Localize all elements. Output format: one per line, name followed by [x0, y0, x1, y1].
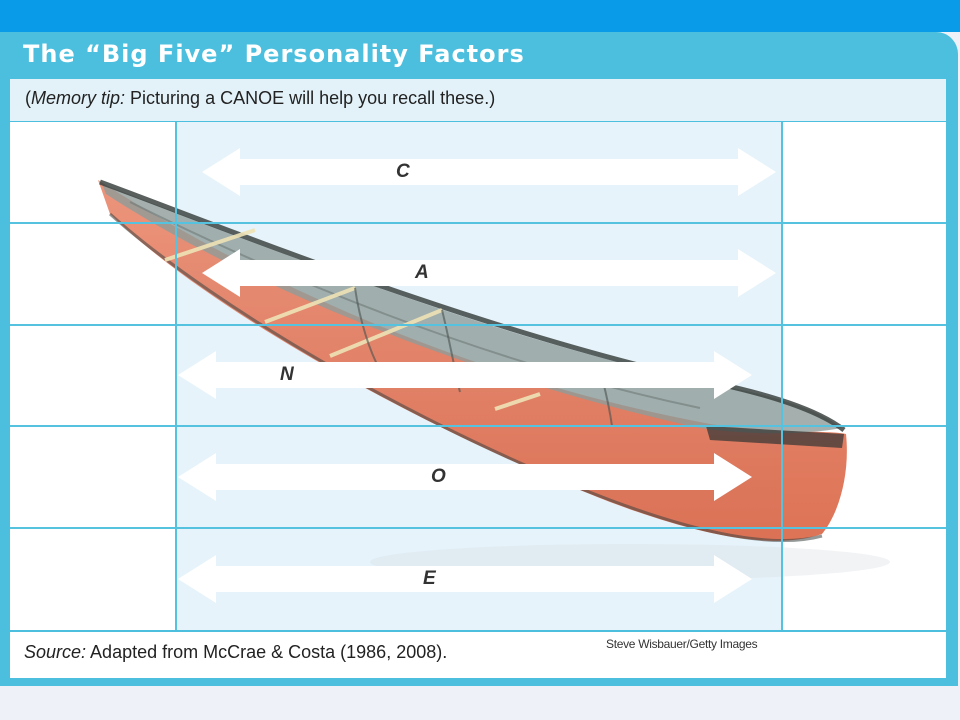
factor-table: C A N O E	[10, 122, 946, 630]
factor-letter: O	[431, 466, 446, 487]
memory-tip-row: (Memory tip: Picturing a CANOE will help…	[10, 79, 946, 121]
column-divider	[781, 122, 783, 630]
factor-letter: N	[280, 364, 294, 385]
factor-arrow-n: N	[178, 351, 752, 399]
factor-arrow-c: C	[202, 148, 776, 196]
double-arrow-icon	[178, 555, 752, 603]
top-color-band	[0, 0, 960, 32]
row-divider	[10, 324, 946, 326]
double-arrow-icon	[178, 453, 752, 501]
factor-letter: A	[415, 262, 429, 283]
row-divider	[10, 527, 946, 529]
column-divider	[175, 122, 177, 630]
source-text: Adapted from McCrae & Costa (1986, 2008)…	[86, 642, 448, 662]
factor-letter: C	[396, 161, 410, 182]
double-arrow-icon	[202, 249, 776, 297]
factor-arrow-o: O	[178, 453, 752, 501]
tip-open-paren: (	[25, 88, 31, 108]
figure-title: The “Big Five” Personality Factors	[23, 40, 525, 68]
source-citation: Source: Adapted from McCrae & Costa (198…	[24, 642, 447, 663]
memory-tip-label: Memory tip:	[31, 88, 126, 108]
factor-arrow-e: E	[178, 555, 752, 603]
photo-credit: Steve Wisbauer/Getty Images	[606, 637, 758, 651]
factor-arrow-a: A	[202, 249, 776, 297]
row-divider	[10, 222, 946, 224]
double-arrow-icon	[202, 148, 776, 196]
factor-letter: E	[423, 568, 436, 589]
double-arrow-icon	[178, 351, 752, 399]
source-label: Source:	[24, 642, 87, 662]
memory-tip-text: Picturing a CANOE will help you recall t…	[125, 88, 496, 108]
source-row: Source: Adapted from McCrae & Costa (198…	[10, 632, 946, 678]
row-divider	[10, 425, 946, 427]
